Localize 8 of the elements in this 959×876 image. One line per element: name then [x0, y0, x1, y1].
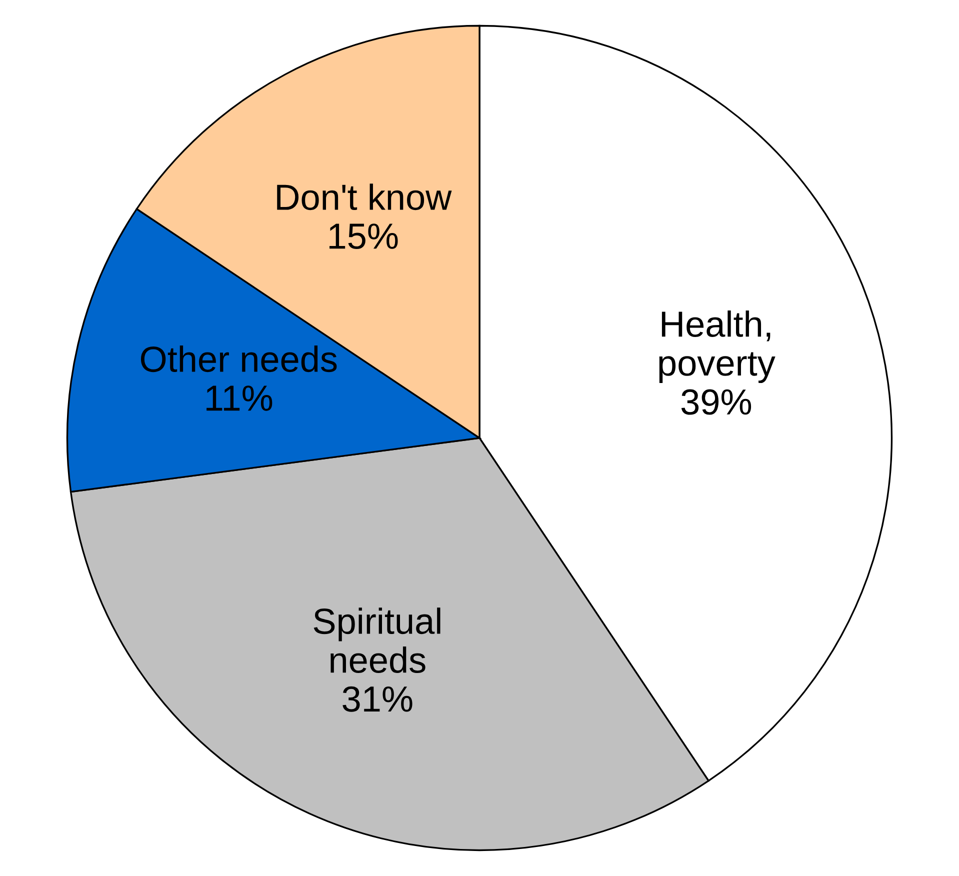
slice-label: Other needs — [140, 346, 337, 372]
data-label: 39% — [681, 389, 752, 415]
slice-label: Don't know — [277, 184, 452, 210]
data-label: 31% — [342, 686, 412, 712]
slice-label: Health, poverty — [659, 310, 776, 384]
data-label: 11% — [206, 386, 272, 411]
slice-label: Spiritual needs — [314, 608, 440, 673]
data-label: 15% — [330, 224, 398, 250]
